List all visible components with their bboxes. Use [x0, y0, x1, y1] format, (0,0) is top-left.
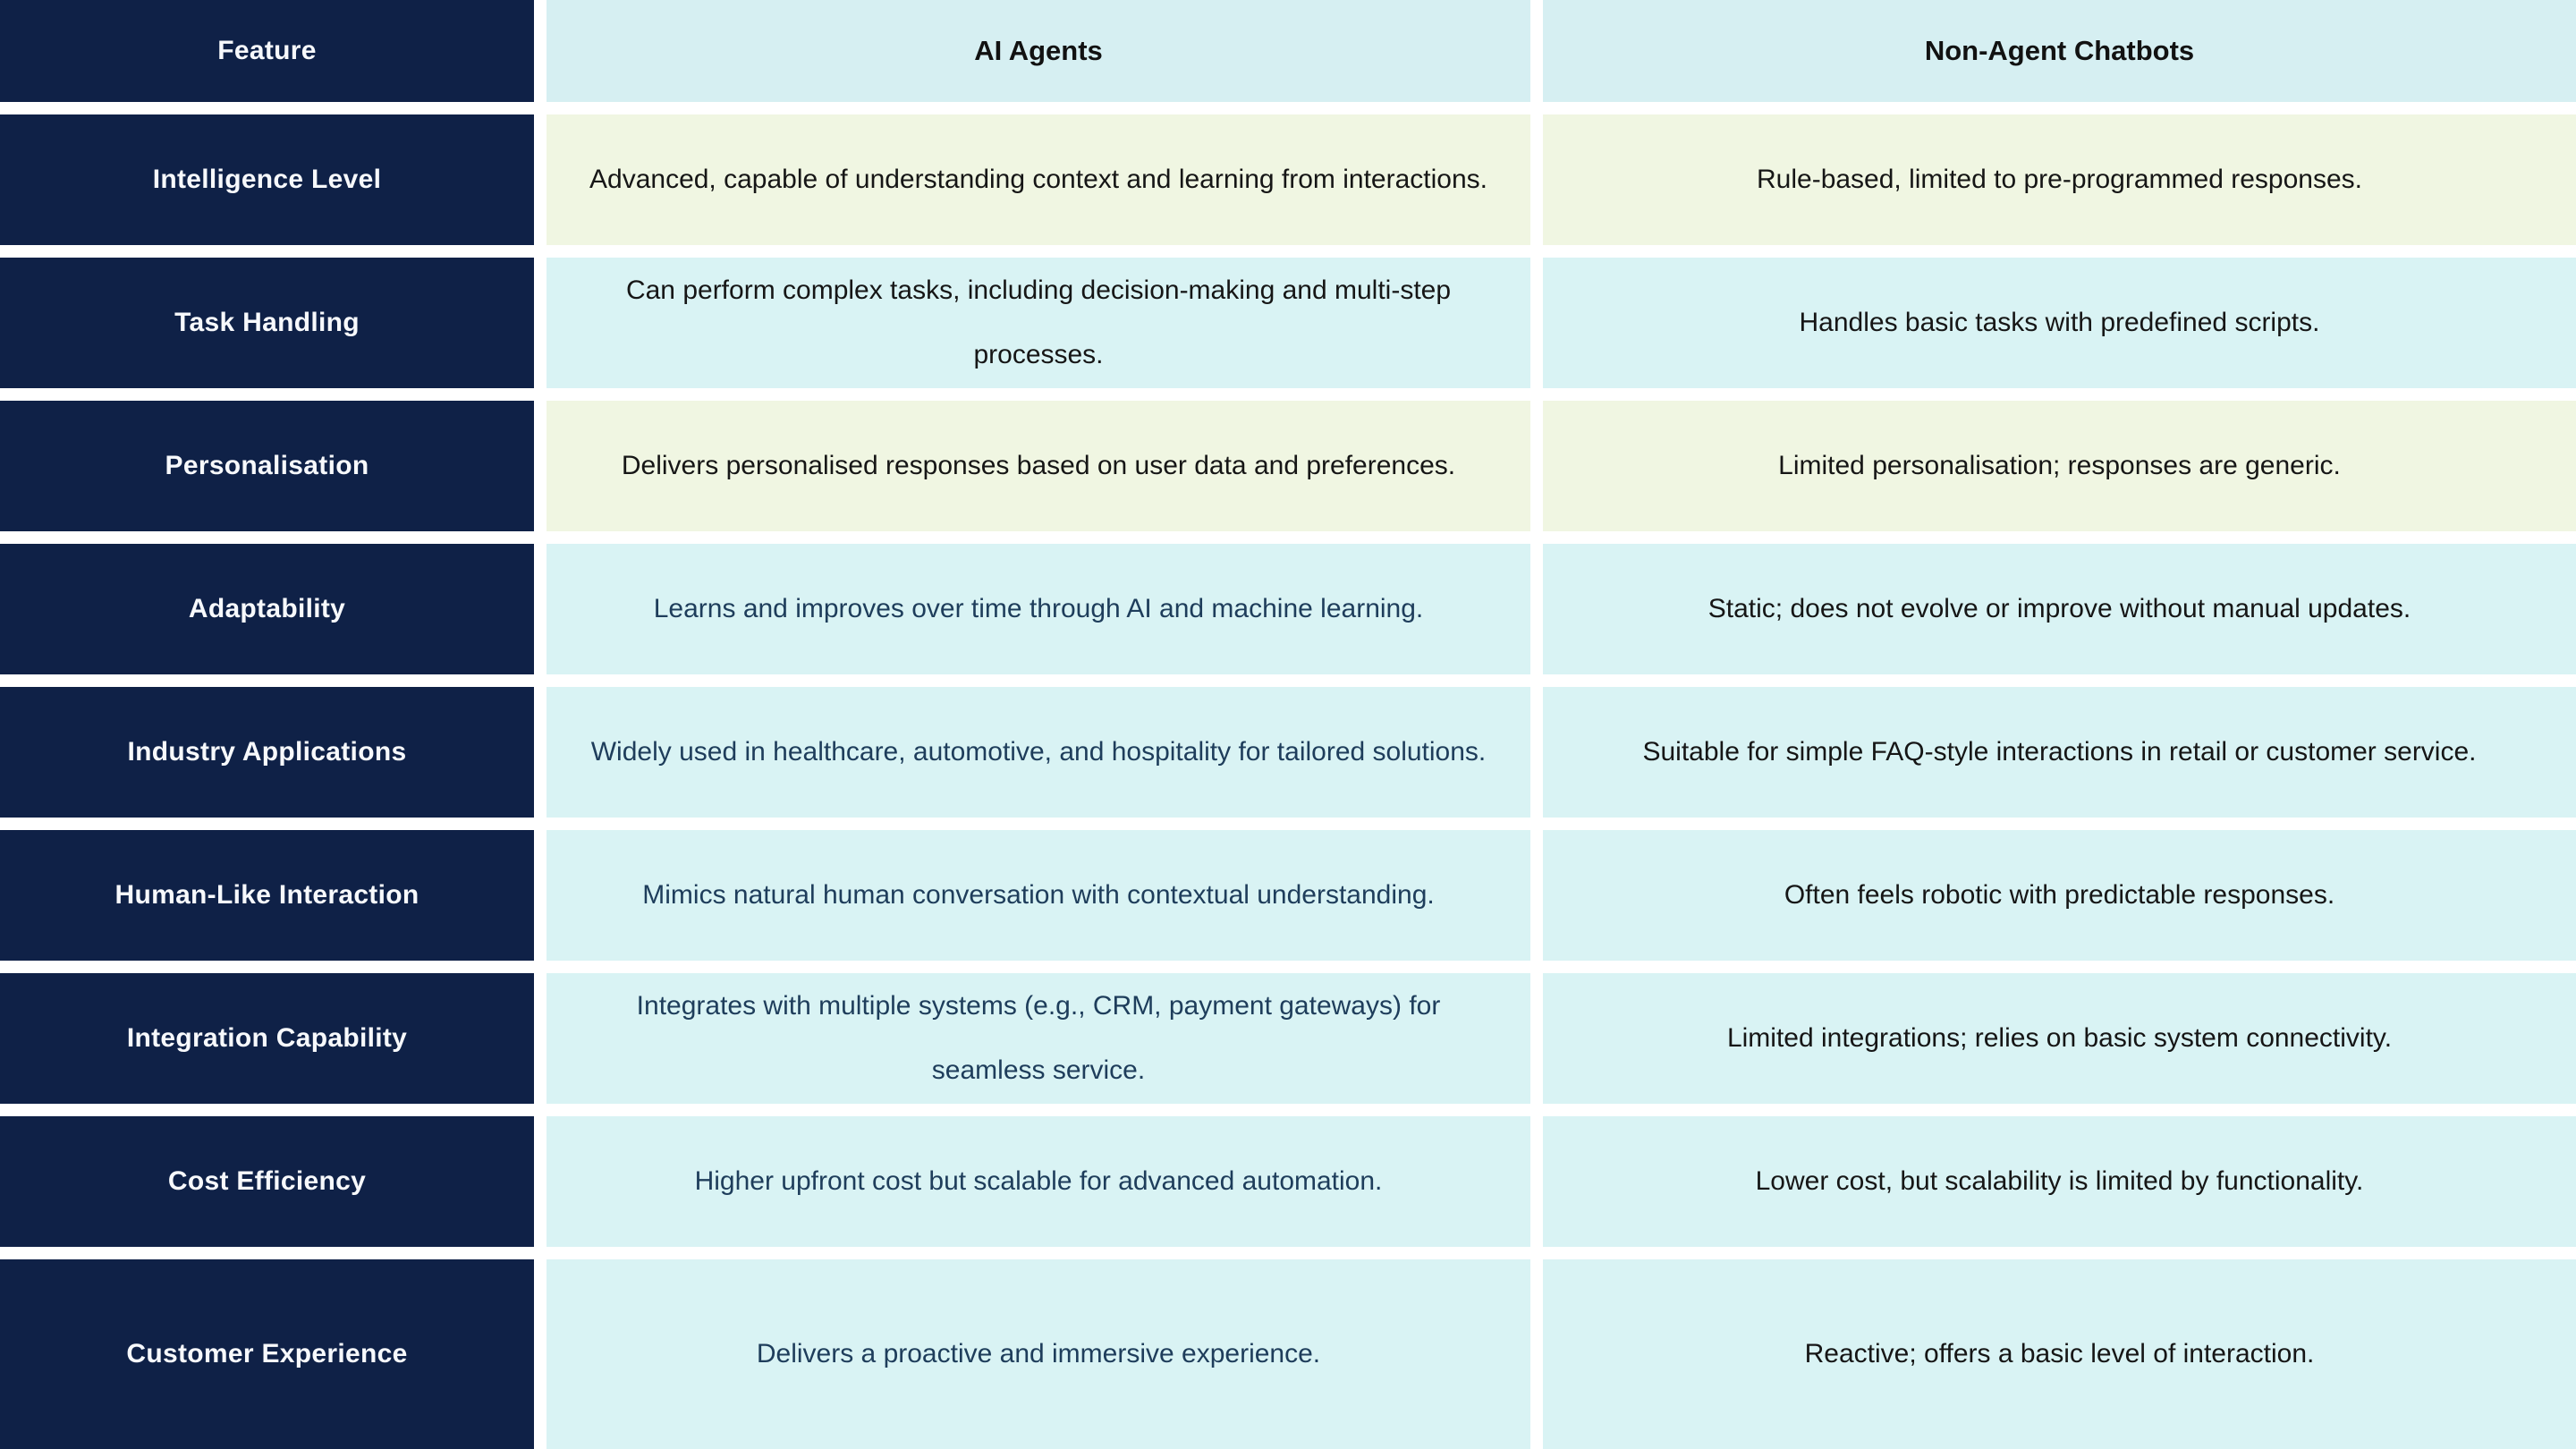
non-agent-cell-cost-efficiency: Lower cost, but scalability is limited b…: [1543, 1116, 2576, 1247]
ai-agents-cell-customer-experience: Delivers a proactive and immersive exper…: [547, 1259, 1530, 1449]
feature-cell-task-handling: Task Handling: [0, 258, 534, 388]
feature-cell-personalisation: Personalisation: [0, 401, 534, 531]
ai-agents-cell-human-like-interaction: Mimics natural human conversation with c…: [547, 830, 1530, 961]
feature-cell-integration-capability: Integration Capability: [0, 973, 534, 1104]
header-ai-agents: AI Agents: [547, 0, 1530, 102]
non-agent-cell-customer-experience: Reactive; offers a basic level of intera…: [1543, 1259, 2576, 1449]
feature-cell-customer-experience: Customer Experience: [0, 1259, 534, 1449]
header-non-agent-chatbots: Non-Agent Chatbots: [1543, 0, 2576, 102]
ai-agents-cell-personalisation: Delivers personalised responses based on…: [547, 401, 1530, 531]
header-feature: Feature: [0, 0, 534, 102]
ai-agents-cell-integration-capability: Integrates with multiple systems (e.g., …: [547, 973, 1530, 1104]
non-agent-cell-personalisation: Limited personalisation; responses are g…: [1543, 401, 2576, 531]
non-agent-cell-industry-applications: Suitable for simple FAQ-style interactio…: [1543, 687, 2576, 818]
non-agent-cell-intelligence-level: Rule-based, limited to pre-programmed re…: [1543, 114, 2576, 245]
feature-cell-human-like-interaction: Human-Like Interaction: [0, 830, 534, 961]
ai-agents-cell-intelligence-level: Advanced, capable of understanding conte…: [547, 114, 1530, 245]
non-agent-cell-adaptability: Static; does not evolve or improve witho…: [1543, 544, 2576, 674]
ai-agents-cell-task-handling: Can perform complex tasks, including dec…: [547, 258, 1530, 388]
ai-agents-cell-cost-efficiency: Higher upfront cost but scalable for adv…: [547, 1116, 1530, 1247]
non-agent-cell-task-handling: Handles basic tasks with predefined scri…: [1543, 258, 2576, 388]
non-agent-cell-human-like-interaction: Often feels robotic with predictable res…: [1543, 830, 2576, 961]
feature-cell-adaptability: Adaptability: [0, 544, 534, 674]
feature-cell-cost-efficiency: Cost Efficiency: [0, 1116, 534, 1247]
non-agent-cell-integration-capability: Limited integrations; relies on basic sy…: [1543, 973, 2576, 1104]
ai-agents-cell-industry-applications: Widely used in healthcare, automotive, a…: [547, 687, 1530, 818]
feature-cell-industry-applications: Industry Applications: [0, 687, 534, 818]
ai-agents-cell-adaptability: Learns and improves over time through AI…: [547, 544, 1530, 674]
feature-cell-intelligence-level: Intelligence Level: [0, 114, 534, 245]
